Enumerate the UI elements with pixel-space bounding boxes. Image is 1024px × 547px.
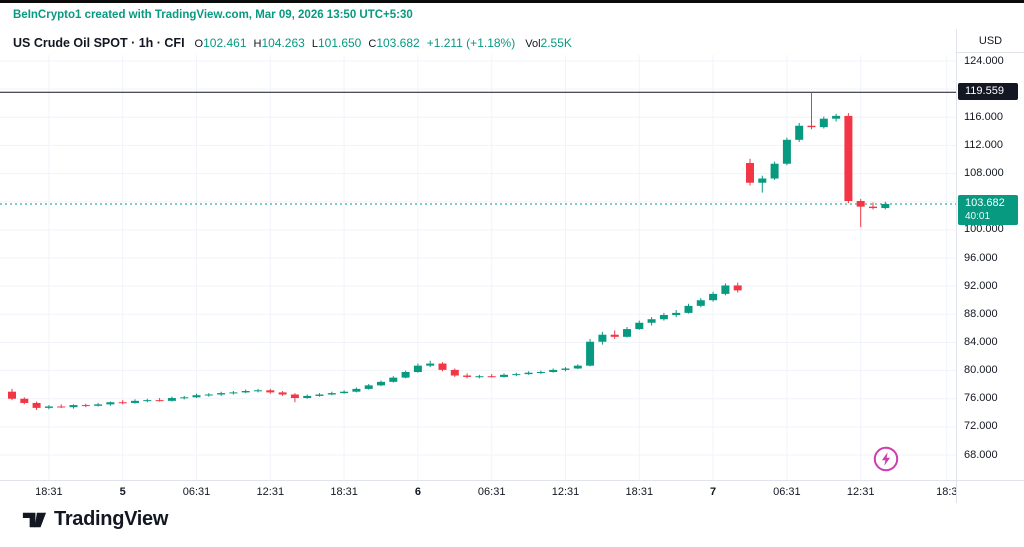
volume-readout: Vol2.55K	[525, 36, 572, 50]
watermark-text: BeInCrypto1 created with TradingView.com…	[13, 9, 413, 21]
time-axis-label: 18:31	[625, 486, 654, 498]
price-axis-label: 88.000	[964, 307, 998, 320]
price-axis-label: 84.000	[964, 335, 998, 348]
price-axis-label: 92.000	[964, 279, 998, 292]
time-axis-label: 12:31	[256, 486, 285, 498]
time-axis-label: 18:3	[936, 486, 956, 498]
price-axis[interactable]: 119.559 103.682 40:01 124.000 116.000 112.…	[957, 3, 1024, 480]
time-axis-separator	[0, 480, 1024, 481]
tradingview-logo-text: TradingView	[54, 508, 169, 530]
time-axis-label: 06:31	[773, 486, 801, 498]
tradingview-logo-mark	[22, 512, 47, 528]
high-price-badge: 119.559	[958, 83, 1018, 101]
time-axis-label: 06:31	[477, 486, 506, 498]
bar-countdown: 40:01	[965, 210, 991, 222]
price-axis-label: 96.000	[964, 251, 998, 264]
change-value: +1.211 (+1.18%)	[426, 36, 516, 50]
symbol-legend: US Crude Oil SPOT · 1h · CFI O102.461 H1…	[13, 34, 579, 52]
price-axis-label: 72.000	[964, 420, 998, 433]
price-axis-label: 76.000	[964, 392, 998, 405]
ohlc-open: O102.461	[194, 36, 247, 50]
price-axis-label: 112.000	[964, 138, 1003, 151]
tradingview-logo[interactable]: TradingView	[20, 506, 168, 533]
last-price-badge: 103.682 40:01	[958, 194, 1018, 225]
price-axis-label: 68.000	[964, 448, 998, 461]
time-axis-label: 5	[119, 486, 126, 498]
time-axis-label: 06:31	[182, 486, 211, 498]
symbol-title[interactable]: US Crude Oil SPOT · 1h · CFI	[13, 36, 185, 50]
time-axis-label: 7	[710, 486, 717, 498]
currency-label[interactable]: USD	[957, 29, 1024, 53]
time-axis-label: 6	[414, 486, 421, 498]
time-axis[interactable]: 18:31 5 06:31 12:31 18:31 6 06:31 12:31 18:31 7 06…	[0, 481, 956, 503]
ohlc-low: L101.650	[311, 36, 362, 50]
time-axis-label: 12:31	[846, 486, 875, 498]
price-axis-label: 124.000	[964, 54, 1004, 67]
price-axis-label: 80.000	[964, 364, 998, 377]
time-axis-label: 12:31	[551, 486, 580, 498]
price-axis-label: 116.000	[964, 110, 1003, 123]
price-axis-label: 100.000	[964, 223, 1004, 236]
price-axis-label: 108.000	[964, 167, 1004, 180]
lightning-icon[interactable]	[872, 445, 900, 473]
ohlc-close: C103.682	[368, 36, 420, 50]
time-axis-label: 18:31	[35, 486, 63, 498]
candlesticks	[8, 92, 890, 410]
gridlines	[0, 55, 956, 480]
price-axis-separator	[956, 29, 957, 503]
chart-canvas[interactable]	[0, 3, 957, 480]
ohlc-high: H104.263	[253, 36, 305, 50]
time-axis-label: 18:31	[330, 486, 358, 498]
